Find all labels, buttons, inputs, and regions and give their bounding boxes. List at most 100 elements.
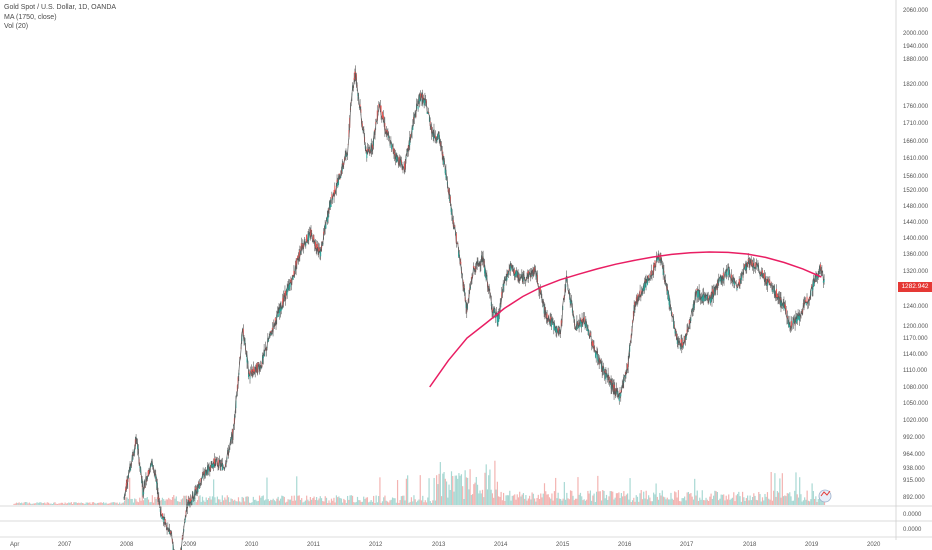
volume-bar xyxy=(804,497,806,505)
volume-bar xyxy=(15,502,18,505)
volume-bar xyxy=(22,503,24,505)
volume-bar xyxy=(629,478,631,505)
volume-bar xyxy=(235,501,237,505)
volume-bar xyxy=(782,496,785,505)
volume-bar xyxy=(232,500,235,505)
volume-bar xyxy=(88,502,90,505)
candle-body xyxy=(793,318,795,324)
price-axis[interactable]: 892.000 915.000 938.000 964.000 992.000 1020.… xyxy=(903,8,929,501)
volume-bar xyxy=(429,501,431,505)
ma-series-line xyxy=(429,251,822,388)
candle-body xyxy=(305,242,307,246)
y-tick-label: 1440.000 xyxy=(903,220,929,226)
candle-body xyxy=(437,132,439,137)
volume-bar xyxy=(258,495,261,505)
candle-body xyxy=(382,115,384,121)
volume-bar xyxy=(445,481,448,505)
candle-body xyxy=(796,314,798,321)
volume-bar xyxy=(23,502,25,505)
volume-bar xyxy=(769,499,771,505)
volume-bar xyxy=(775,496,777,505)
candle-body xyxy=(811,289,813,291)
candle-body xyxy=(300,243,302,251)
volume-bar xyxy=(203,500,205,505)
volume-bar xyxy=(291,495,293,505)
volume-bar xyxy=(250,502,252,505)
volume-bar xyxy=(369,501,371,505)
candle-body xyxy=(790,321,792,328)
volume-bar xyxy=(338,496,340,505)
candle-body xyxy=(250,369,252,374)
candle-body xyxy=(510,262,512,271)
volume-bar xyxy=(345,502,347,505)
candle-body xyxy=(422,97,424,99)
volume-bar xyxy=(519,491,521,505)
candle-body xyxy=(323,231,325,236)
candle-body xyxy=(709,295,711,301)
volume-bar xyxy=(577,477,579,505)
volume-bar xyxy=(661,490,663,505)
volume-bar xyxy=(96,502,98,505)
volume-bar xyxy=(241,496,243,505)
volume-bar xyxy=(583,499,585,505)
volume-bar xyxy=(791,500,793,505)
volume-bar xyxy=(405,478,407,505)
volume-bar xyxy=(306,495,308,505)
volume-bar xyxy=(368,502,370,505)
volume-bar xyxy=(560,498,562,505)
candle-body xyxy=(503,284,505,286)
volume-bar xyxy=(173,495,175,505)
volume-bar xyxy=(239,501,241,505)
candle-body xyxy=(747,259,749,261)
volume-bar xyxy=(515,499,517,505)
candle-body xyxy=(752,261,754,268)
volume-bar xyxy=(120,503,122,505)
candle-body xyxy=(125,488,127,491)
volume-bar xyxy=(185,495,187,505)
volume-bar xyxy=(163,499,165,505)
volume-bar xyxy=(385,500,387,505)
candle-body xyxy=(137,444,139,450)
volume-bar xyxy=(615,493,618,505)
time-axis[interactable]: Apr 2007 2008 2009 2010 2011 2012 2013 2014 2015 2… xyxy=(10,542,881,548)
candle-body xyxy=(635,297,637,304)
volume-bar xyxy=(681,498,683,505)
volume-bar xyxy=(440,496,443,505)
candle-body xyxy=(687,327,689,329)
volume-bar xyxy=(641,499,644,505)
volume-bar xyxy=(771,500,774,505)
candle-body xyxy=(619,390,621,393)
candle-body xyxy=(256,363,258,373)
candle-body xyxy=(332,197,334,200)
volume-bar xyxy=(414,499,416,505)
volume-bar xyxy=(706,499,708,505)
volume-bar xyxy=(480,493,482,505)
volume-bar xyxy=(205,497,207,505)
volume-bar xyxy=(543,483,546,505)
x-tick-label: 2015 xyxy=(556,542,570,548)
candle-body xyxy=(495,316,497,318)
volume-bar xyxy=(394,498,396,505)
candle-body xyxy=(751,263,753,267)
volume-bar xyxy=(122,502,124,505)
volume-bar xyxy=(265,499,267,505)
volume-bar xyxy=(32,503,34,505)
volume-bar xyxy=(640,490,642,505)
candle-body xyxy=(336,179,338,183)
volume-bar xyxy=(581,496,583,505)
tradingview-logo-icon[interactable] xyxy=(818,489,832,503)
volume-bar xyxy=(695,495,697,505)
candle-body xyxy=(252,369,254,372)
volume-bar xyxy=(512,495,515,505)
volume-bar xyxy=(572,495,574,505)
y-tick-label: 1880.000 xyxy=(903,57,929,63)
volume-bar xyxy=(196,500,199,505)
candle-body xyxy=(189,498,191,504)
candle-body xyxy=(736,288,738,290)
volume-bar xyxy=(562,498,564,505)
volume-bar xyxy=(567,498,569,505)
volume-bar xyxy=(620,493,622,505)
volume-bar xyxy=(164,500,166,505)
volume-bar xyxy=(131,498,133,505)
